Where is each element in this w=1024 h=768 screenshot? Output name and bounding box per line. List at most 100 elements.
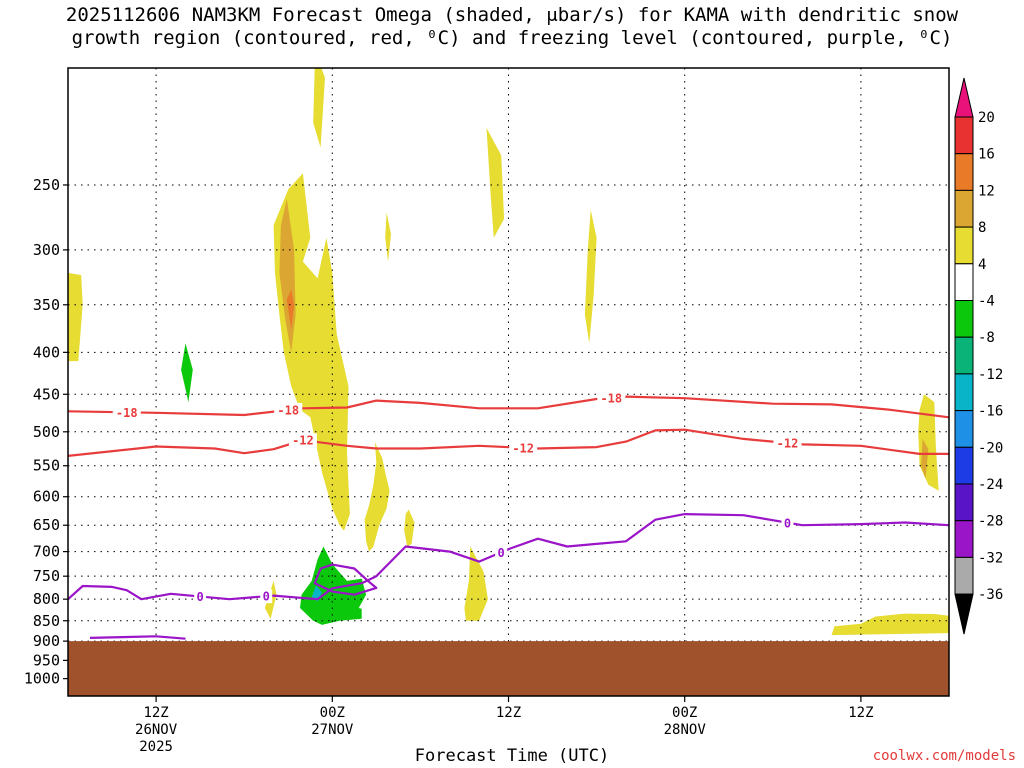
omega-region-16 [300, 546, 367, 625]
contour-label-0-2: -18 [600, 391, 622, 405]
x-tick-label-36: 12Z [496, 705, 521, 721]
contour-label-2-1: 0 [263, 590, 270, 604]
y-axis: 250 300 350 400 450 500 550 600 650 700 750 800 850 9… [24, 176, 68, 688]
y-tick-label-400: 400 [33, 343, 60, 361]
omega-region-0 [68, 272, 83, 362]
colorbar-bin-top [954, 77, 974, 118]
omega-region-14 [921, 438, 929, 479]
colorbar-bin-9 [954, 410, 974, 448]
contour-label-1-0: -12 [292, 434, 314, 448]
contour-label-2-0: 0 [197, 590, 204, 604]
colorbar-label-10: -24 [978, 477, 1003, 493]
y-tick-label-500: 500 [33, 423, 60, 441]
y-tick-label-450: 450 [33, 385, 60, 403]
y-tick-label-850: 850 [33, 612, 60, 630]
chart-title: 2025112606 NAM3KM Forecast Omega (shaded… [0, 4, 1024, 50]
colorbar-bin-3 [954, 189, 974, 228]
colorbar-bin-13 [954, 556, 974, 595]
contour-label-2-2: 0 [498, 546, 505, 560]
omega-region-10 [918, 394, 939, 491]
colorbar-bin-1 [954, 116, 974, 155]
contour-label-bg-0-0 [112, 405, 141, 420]
y-tick-label-950: 950 [33, 651, 60, 669]
contour-2 [68, 512, 949, 601]
contour-0 [68, 395, 949, 419]
omega-shading [68, 68, 949, 636]
colorbar-label-0: 20 [978, 110, 995, 126]
colorbar-bin-4 [954, 226, 974, 265]
colorbar-label-13: -36 [978, 587, 1003, 603]
x-axis-label: Forecast Time (UTC) [414, 746, 610, 766]
omega-region-6 [486, 127, 505, 238]
terrain-fill [68, 641, 949, 696]
colorbar-label-3: 8 [978, 220, 986, 236]
y-tick-label-600: 600 [33, 488, 60, 506]
colorbar-bin-5 [954, 263, 974, 301]
colorbar: 20 16 12 8 4 -4 -8 -12 -16 -20 -24 -28 -32 -36 [954, 77, 1003, 635]
y-tick-label-650: 650 [33, 516, 60, 534]
y-tick-label-750: 750 [33, 567, 60, 585]
colorbar-label-4: 4 [978, 257, 986, 273]
colorbar-bin-bottom [954, 593, 974, 635]
x-tick-label-48: 00Z [672, 705, 697, 721]
contour-label-1-2: -12 [777, 437, 799, 451]
colorbar-label-5: -4 [978, 294, 995, 310]
contour-label-bg-2-0 [194, 589, 207, 604]
contour-label-bg-2-1 [260, 589, 273, 604]
omega-region-8 [464, 546, 488, 621]
omega-region-11 [831, 613, 949, 636]
x-tick-label-24: 00Z [320, 705, 345, 721]
omega-region-3 [364, 442, 390, 552]
omega-region-15 [181, 343, 193, 403]
colorbar-label-12: -32 [978, 550, 1003, 566]
colorbar-label-7: -12 [978, 367, 1003, 383]
x-tick-label-60: 12Z [848, 705, 873, 721]
contour-3 [89, 635, 186, 640]
y-tick-label-800: 800 [33, 590, 60, 608]
contour-label-bg-1-1 [509, 440, 538, 455]
colorbar-bin-6 [954, 300, 974, 338]
y-tick-label-550: 550 [33, 457, 60, 475]
colorbar-label-1: 16 [978, 147, 995, 163]
omega-region-13 [286, 289, 295, 330]
omega-region-1 [313, 68, 325, 148]
x-tick-label-12: 12Z [143, 705, 168, 721]
y-tick-label-350: 350 [33, 296, 60, 314]
colorbar-bin-2 [954, 153, 974, 191]
contour-label-bg-2-3 [781, 515, 794, 530]
colorbar-bin-7 [954, 336, 974, 375]
y-tick-label-1000: 1000 [24, 670, 60, 688]
contour-labels: -18 -18 -18 -12 -12 -12 0 0 0 0 [112, 390, 802, 604]
x-tick-date-12: 26NOV [135, 722, 178, 738]
omega-region-7 [584, 209, 597, 344]
contour-label-bg-0-1 [274, 402, 303, 417]
y-tick-label-300: 300 [33, 241, 60, 259]
credit-text: coolwx.com/models [872, 748, 1016, 764]
x-tick-year-12: 2025 [139, 739, 173, 755]
contour-label-bg-1-2 [773, 436, 802, 451]
contour-4 [313, 563, 378, 596]
title-line-2: growth region (contoured, red, ⁰C) and f… [71, 27, 953, 49]
x-tick-date-48: 28NOV [664, 722, 707, 738]
colorbar-label-9: -20 [978, 440, 1003, 456]
x-tick-date-24: 27NOV [311, 722, 354, 738]
colorbar-label-11: -28 [978, 514, 1003, 530]
grid-lines [68, 68, 949, 696]
colorbar-bin-8 [954, 373, 974, 412]
omega-region-5 [385, 212, 391, 262]
y-tick-label-700: 700 [33, 543, 60, 561]
y-tick-label-900: 900 [33, 632, 60, 650]
colorbar-bin-10 [954, 446, 974, 485]
contour-label-bg-0-2 [597, 390, 626, 405]
colorbar-label-8: -16 [978, 404, 1003, 420]
colorbar-label-6: -8 [978, 330, 995, 346]
title-line-1: 2025112606 NAM3KM Forecast Omega (shaded… [65, 4, 959, 26]
colorbar-bin-12 [954, 520, 974, 558]
contour-label-0-1: -18 [277, 403, 299, 417]
contour-label-2-3: 0 [784, 516, 791, 530]
contour-label-0-0: -18 [116, 406, 138, 420]
contour-label-bg-1-0 [288, 433, 317, 448]
terrain [68, 641, 949, 696]
